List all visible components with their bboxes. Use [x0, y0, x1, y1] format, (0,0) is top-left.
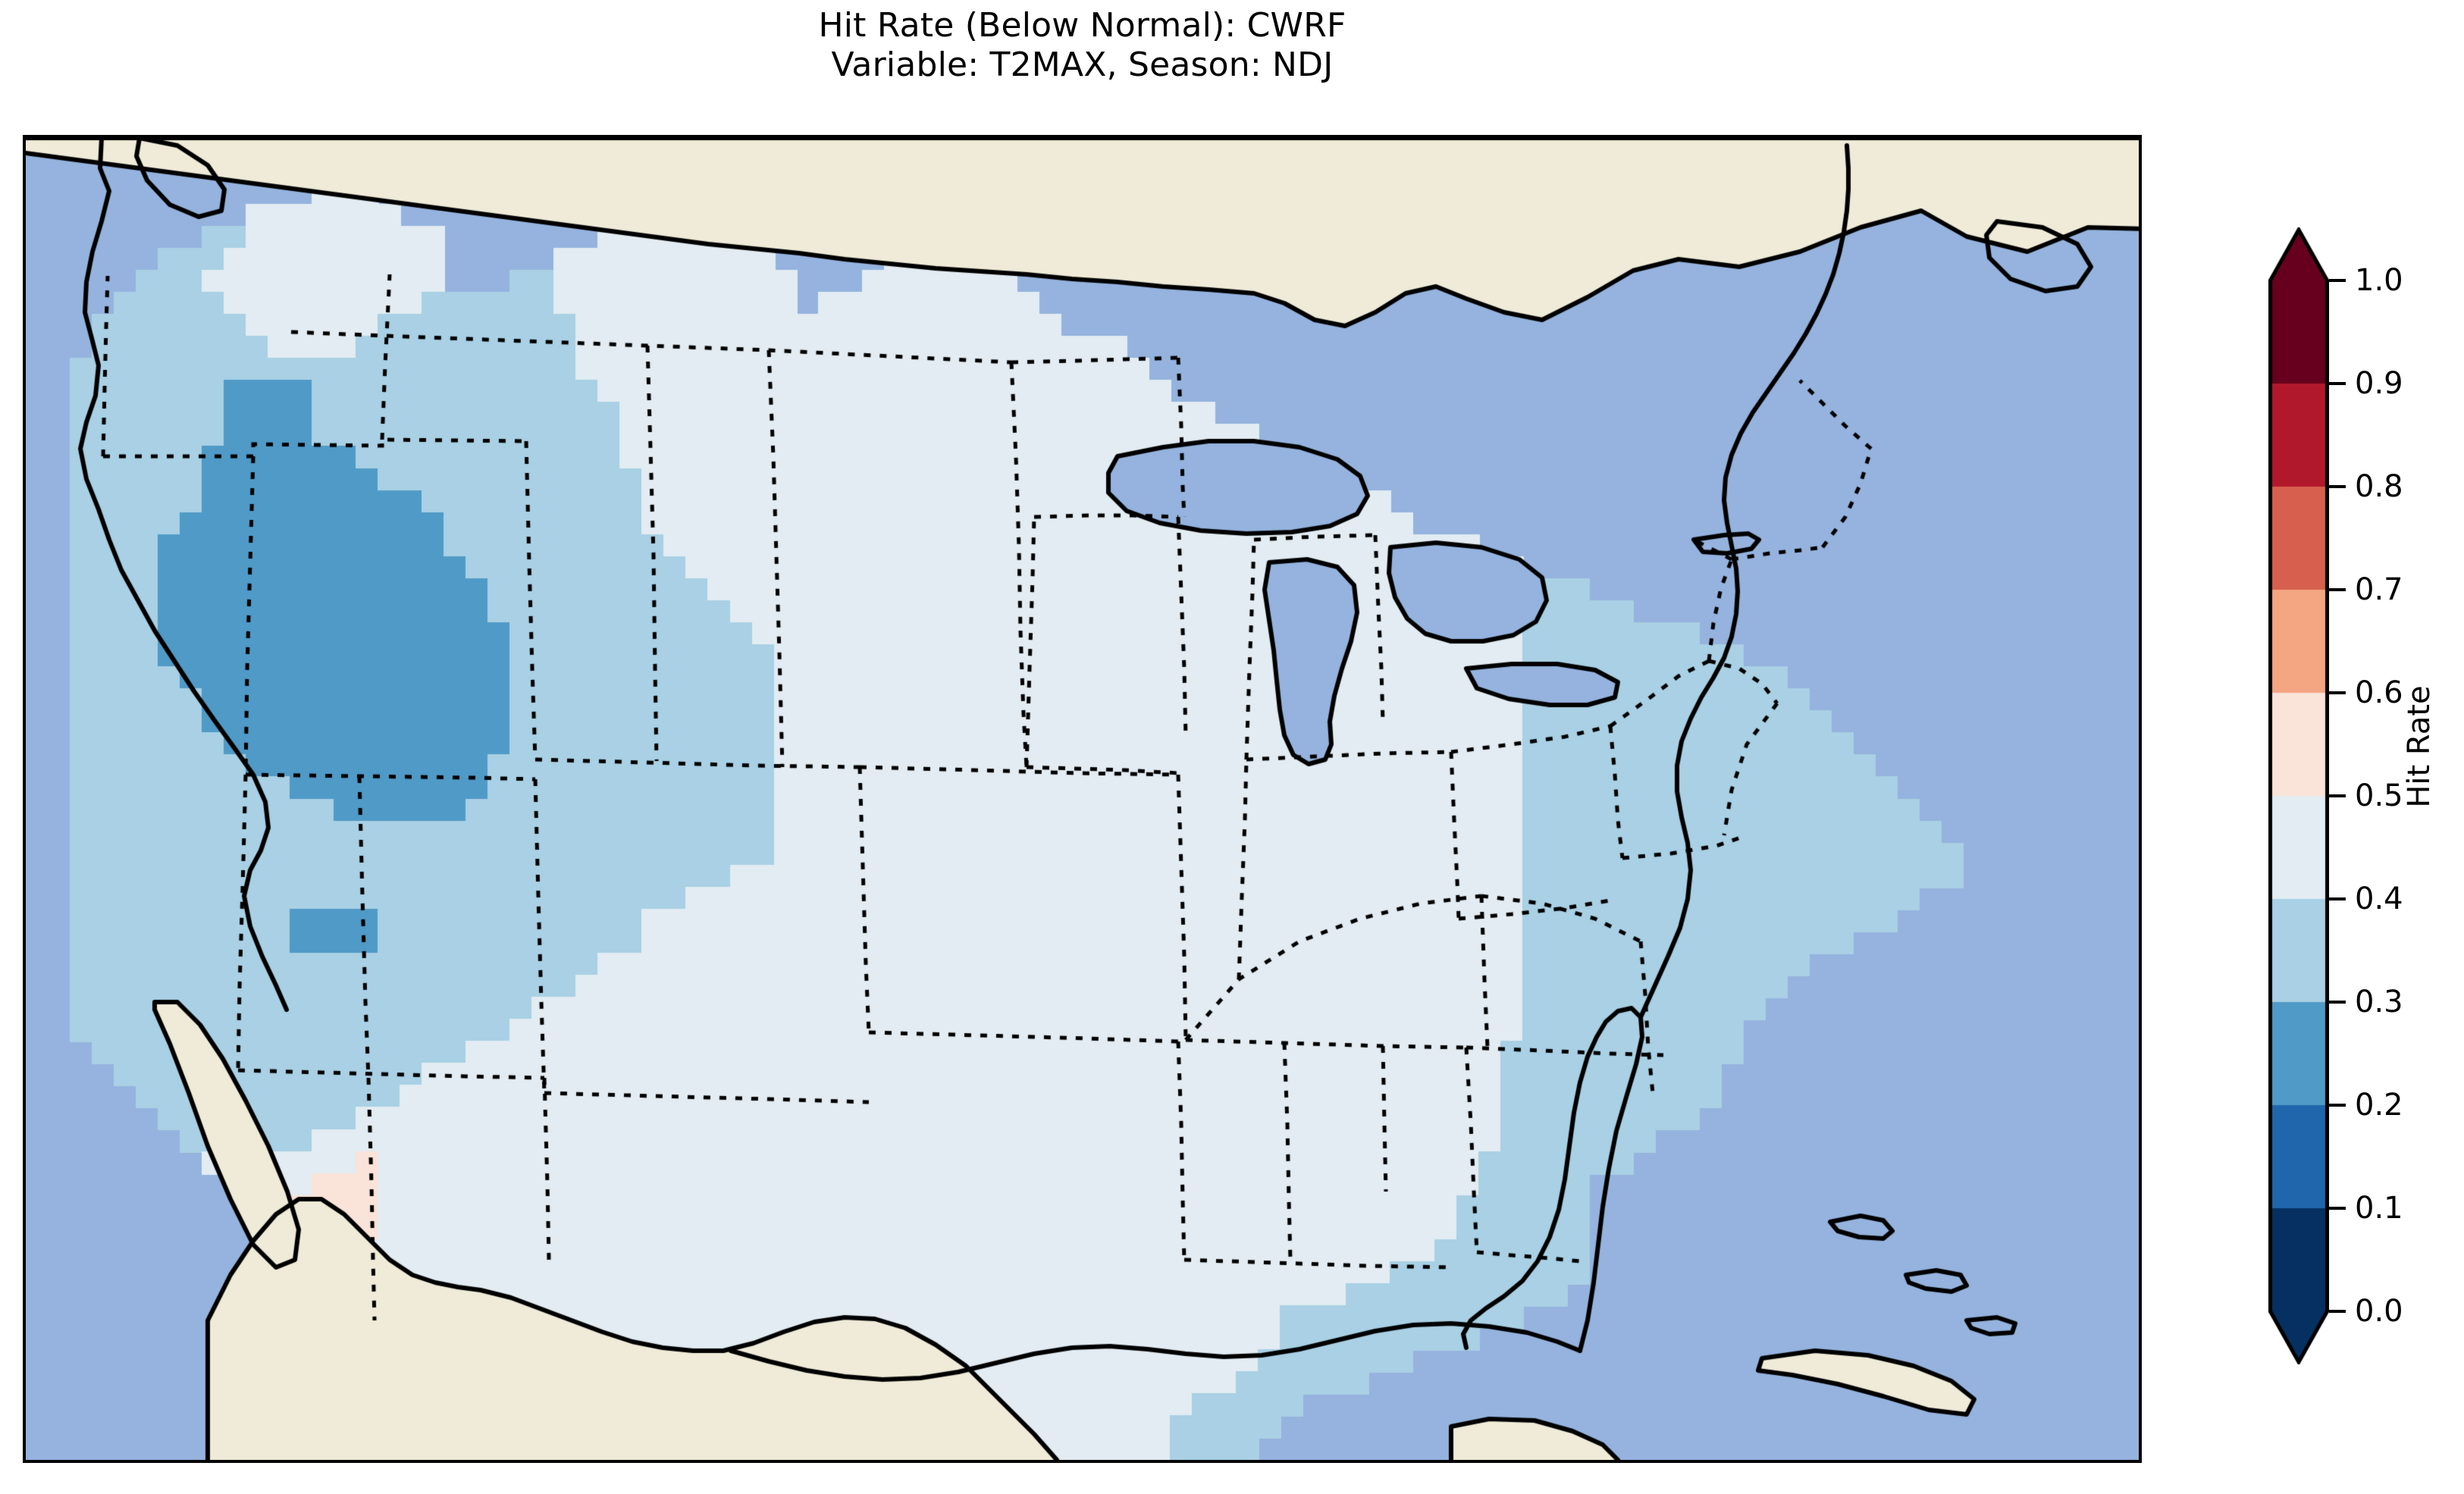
colorbar-tick-mark	[2329, 1104, 2346, 1107]
colorbar-tick-mark	[2329, 588, 2346, 591]
chart-title: Hit Rate (Below Normal): CWRF Variable: …	[0, 6, 2165, 85]
title-line-1: Hit Rate (Below Normal): CWRF	[818, 6, 1346, 45]
colorbar-tick-label: 0.0	[2355, 1294, 2403, 1329]
colorbar-tick-mark	[2329, 1207, 2346, 1210]
colorbar-tick-label: 0.5	[2355, 778, 2403, 813]
hit-rate-heatmap-canvas	[26, 138, 2139, 1460]
colorbar-tick-label: 0.8	[2355, 469, 2403, 504]
colorbar	[2268, 227, 2329, 1364]
colorbar-tick-label: 0.9	[2355, 366, 2403, 401]
colorbar-tick-label: 0.6	[2355, 675, 2403, 710]
colorbar-tick-label: 0.3	[2355, 985, 2403, 1019]
colorbar-axis-label: Hit Rate	[2402, 685, 2437, 808]
colorbar-tick-mark	[2329, 691, 2346, 694]
colorbar-tick-label: 0.7	[2355, 572, 2403, 607]
colorbar-ticks: 0.0 0.1 0.2 0.3 0.4 0.5 0.6 0.7 0.8 0.9 1.0	[2329, 227, 2464, 1364]
map-panel	[23, 135, 2142, 1463]
colorbar-tick-mark	[2329, 279, 2346, 282]
colorbar-tick-mark	[2329, 1001, 2346, 1004]
colorbar-tick-mark	[2329, 485, 2346, 488]
colorbar-tick-label: 0.4	[2355, 882, 2403, 916]
colorbar-tick-mark	[2329, 1310, 2346, 1313]
colorbar-gradient	[2268, 227, 2329, 1364]
title-line-2: Variable: T2MAX, Season: NDJ	[831, 45, 1334, 84]
colorbar-tick-label: 0.1	[2355, 1191, 2403, 1226]
colorbar-tick-label: 0.2	[2355, 1088, 2403, 1123]
colorbar-tick-mark	[2329, 794, 2346, 797]
colorbar-tick-mark	[2329, 382, 2346, 385]
colorbar-tick-label: 1.0	[2355, 263, 2403, 298]
colorbar-tick-mark	[2329, 897, 2346, 900]
